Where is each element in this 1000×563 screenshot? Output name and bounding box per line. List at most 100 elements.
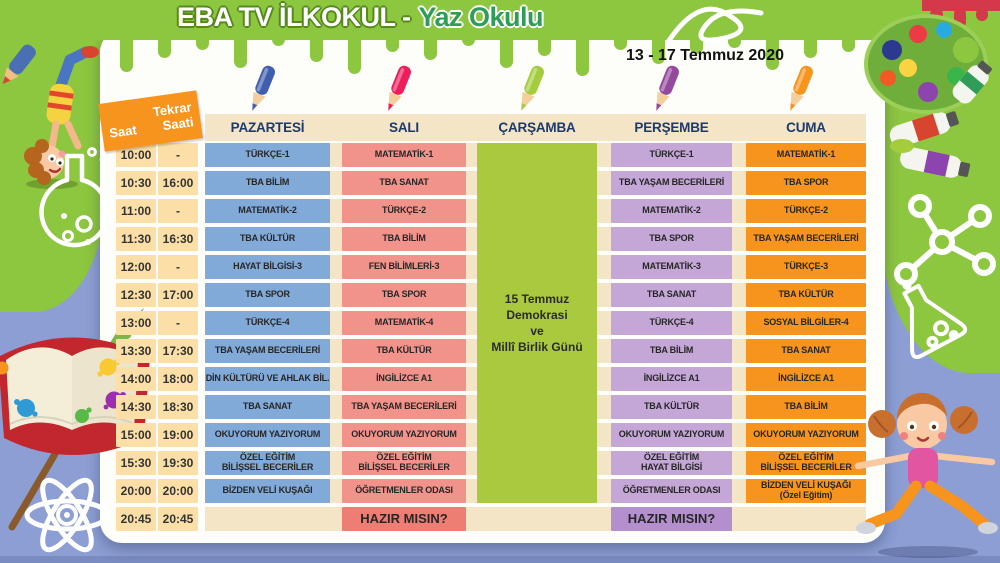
time-cell-tekrar: 16:00 <box>158 171 198 195</box>
lesson-cell-pazartesi: ÖZEL EĞİTİM BİLİŞSEL BECERİLER <box>205 451 330 475</box>
time-cell-tekrar: - <box>158 143 198 167</box>
time-cell-saat: 11:30 <box>116 227 156 251</box>
time-cell-tekrar: 16:30 <box>158 227 198 251</box>
exercising-girl-illustration <box>854 392 998 558</box>
saat-column-label: Saat <box>108 122 138 141</box>
erlenmeyer-flask-icon <box>902 280 968 360</box>
lesson-cell-sali: TBA SPOR <box>342 283 466 307</box>
green-drip <box>538 38 551 56</box>
lesson-cell-cuma: TÜRKÇE-3 <box>746 255 866 279</box>
pencil-icon <box>655 65 679 111</box>
lesson-cell-pazartesi: DİN KÜLTÜRÜ VE AHLAK BİL. <box>205 367 330 391</box>
lesson-cell-persembe: TÜRKÇE-1 <box>611 143 732 167</box>
wednesday-event-cell: 15 Temmuz Demokrasi ve Millî Birlik Günü <box>477 143 597 503</box>
molecule-icon <box>894 194 996 286</box>
lesson-cell-persembe: İNGİLİZCE A1 <box>611 367 732 391</box>
time-cell-saat: 13:30 <box>116 339 156 363</box>
time-cell-saat: 11:00 <box>116 199 156 223</box>
lesson-cell-cuma: TBA SPOR <box>746 171 866 195</box>
green-drip <box>500 38 513 68</box>
lesson-cell-persembe: OKUYORUM YAZIYORUM <box>611 423 732 447</box>
lesson-cell-persembe: MATEMATİK-2 <box>611 199 732 223</box>
time-cell-saat: 12:00 <box>116 255 156 279</box>
lesson-cell-persembe: MATEMATİK-3 <box>611 255 732 279</box>
time-cell-saat: 15:30 <box>116 451 156 475</box>
white-swirl-doodle <box>665 6 764 45</box>
lesson-cell-persembe: ÖĞRETMENLER ODASI <box>611 479 732 503</box>
lesson-cell-cuma: OKUYORUM YAZIYORUM <box>746 423 866 447</box>
lesson-cell-sali: TBA KÜLTÜR <box>342 339 466 363</box>
lesson-cell-persembe: TBA SANAT <box>611 283 732 307</box>
time-cell-tekrar: - <box>158 311 198 335</box>
lesson-cell-sali: TBA YAŞAM BECERİLERİ <box>342 395 466 419</box>
green-drip <box>196 38 209 50</box>
lesson-cell-sali: MATEMATİK-4 <box>342 311 466 335</box>
lesson-cell-cuma: ÖZEL EĞİTİM BİLİŞSEL BECERİLER <box>746 451 866 475</box>
time-cell-tekrar: 17:30 <box>158 339 198 363</box>
lesson-cell-cuma: SOSYAL BİLGİLER-4 <box>746 311 866 335</box>
lesson-cell-sali: ÖZEL EĞİTİM BİLİŞSEL BECERİLER <box>342 451 466 475</box>
lesson-cell-sali: ÖĞRETMENLER ODASI <box>342 479 466 503</box>
lesson-cell-cuma: TBA YAŞAM BECERİLERİ <box>746 227 866 251</box>
lesson-cell-sali: TBA BİLİM <box>342 227 466 251</box>
green-drip <box>158 38 171 58</box>
lesson-cell-cuma: MATEMATİK-1 <box>746 143 866 167</box>
page-title-main: EBA TV İLKOKUL - <box>176 2 411 32</box>
lesson-cell-cuma: TÜRKÇE-2 <box>746 199 866 223</box>
green-drip <box>82 38 95 48</box>
green-drip <box>462 38 475 46</box>
lesson-cell-persembe: TBA KÜLTÜR <box>611 395 732 419</box>
atom-icon <box>24 477 110 553</box>
green-drip <box>804 38 817 58</box>
time-cell-saat: 20:00 <box>116 479 156 503</box>
lesson-cell-cuma: TBA SANAT <box>746 339 866 363</box>
lesson-cell-sali: OKUYORUM YAZIYORUM <box>342 423 466 447</box>
green-drip <box>234 38 247 68</box>
lesson-cell-pazartesi: MATEMATİK-2 <box>205 199 330 223</box>
green-drip <box>120 38 133 72</box>
lesson-cell-sali: İNGİLİZCE A1 <box>342 367 466 391</box>
green-drip <box>690 38 703 54</box>
paint-palette-icon <box>864 14 992 114</box>
lesson-cell-pazartesi: HAYAT BİLGİSİ-3 <box>205 255 330 279</box>
lesson-cell-pazartesi: TBA SANAT <box>205 395 330 419</box>
lesson-cell-persembe: TBA YAŞAM BECERİLERİ <box>611 171 732 195</box>
tekrar-saati-column-label: Tekrar Saati <box>151 99 195 134</box>
time-cell-tekrar: 18:30 <box>158 395 198 419</box>
lesson-cell-cuma: BİZDEN VELİ KUŞAĞI (Özel Eğitim) <box>746 479 866 503</box>
time-cell-saat: 14:30 <box>116 395 156 419</box>
day-header-pazartesi: PAZARTESİ <box>230 120 305 135</box>
time-cell-saat: 10:30 <box>116 171 156 195</box>
green-drip <box>386 38 399 52</box>
green-drip <box>6 38 19 54</box>
day-header-persembe: PERŞEMBE <box>634 120 709 135</box>
lesson-cell-sali: MATEMATİK-1 <box>342 143 466 167</box>
time-cell-saat: 14:00 <box>116 367 156 391</box>
bottom-edge-strip <box>0 556 1000 563</box>
round-flask-icon <box>39 147 110 248</box>
date-range: 13 - 17 Temmuz 2020 <box>625 47 784 64</box>
day-header-strip <box>205 114 866 141</box>
handstand-boy-illustration <box>24 46 99 189</box>
green-drip <box>44 38 57 66</box>
pencil-icon <box>251 65 275 111</box>
time-cell-tekrar: 19:30 <box>158 451 198 475</box>
lesson-cell-persembe: TÜRKÇE-4 <box>611 311 732 335</box>
day-header-carsamba: ÇARŞAMBA <box>498 120 576 135</box>
lesson-cell-sali: TBA SANAT <box>342 171 466 195</box>
lesson-cell-pazartesi: TÜRKÇE-1 <box>205 143 330 167</box>
green-background-top <box>0 0 1000 40</box>
lesson-cell-cuma: İNGİLİZCE A1 <box>746 367 866 391</box>
pencil-icon <box>521 65 544 111</box>
lesson-cell-pazartesi: TBA KÜLTÜR <box>205 227 330 251</box>
lesson-cell-persembe: TBA SPOR <box>611 227 732 251</box>
lesson-cell-persembe: HAZIR MISIN? <box>611 507 732 531</box>
green-drip <box>348 38 361 74</box>
lesson-cell-cuma: TBA KÜLTÜR <box>746 283 866 307</box>
time-cell-saat: 20:45 <box>116 507 156 531</box>
time-cell-tekrar: 18:00 <box>158 367 198 391</box>
lesson-cell-pazartesi: OKUYORUM YAZIYORUM <box>205 423 330 447</box>
time-cell-saat: 12:30 <box>116 283 156 307</box>
lesson-cell-pazartesi: BİZDEN VELİ KUŞAĞI <box>205 479 330 503</box>
lesson-cell-pazartesi: TBA BİLİM <box>205 171 330 195</box>
